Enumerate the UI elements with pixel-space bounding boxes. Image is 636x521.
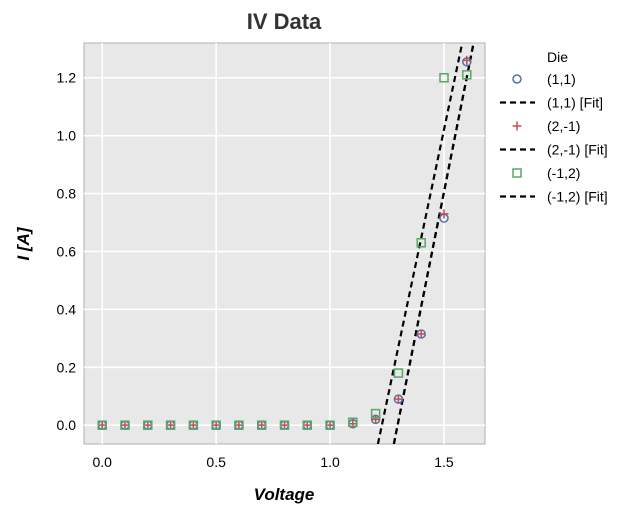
plot-area [83, 42, 486, 445]
data-point [279, 420, 290, 430]
data-point [416, 238, 426, 248]
data-point [143, 420, 153, 430]
data-point [439, 72, 449, 83]
legend-label: (2,-1) [Fit] [547, 142, 608, 158]
data-point [416, 329, 426, 339]
x-tick-label: 0.5 [206, 454, 226, 470]
legend-marker [512, 121, 522, 131]
data-point [97, 420, 107, 430]
data-point [211, 420, 221, 430]
data-point [325, 420, 335, 430]
data-point [143, 420, 153, 430]
legend-label: (1,1) [547, 71, 576, 87]
legend-title: Die [547, 49, 568, 65]
y-tick-label: 0.6 [57, 243, 77, 259]
legend-label: (2,-1) [547, 118, 580, 134]
x-tick-label: 0.0 [92, 454, 112, 470]
data-point [120, 420, 130, 430]
grid-lines [84, 43, 485, 444]
data-point [234, 420, 244, 430]
data-point [256, 420, 267, 430]
y-tick-label: 1.2 [57, 70, 77, 86]
data-point [188, 420, 198, 430]
data-markers [97, 55, 472, 430]
legend: Die (1,1) (1,1) [Fit] (2,-1) (2,-1) [Fit] (-… [500, 49, 608, 205]
data-point [120, 420, 130, 430]
y-tick-labels: 0.0 0.2 0.4 0.6 0.8 1.0 1.2 [57, 70, 77, 433]
x-tick-label: 1.5 [434, 454, 454, 470]
data-point [462, 70, 472, 80]
data-point [393, 368, 404, 378]
y-axis-label: I [A] [14, 226, 33, 260]
data-point [302, 420, 313, 430]
data-point [370, 408, 381, 419]
legend-label: (-1,2) [Fit] [547, 189, 608, 205]
legend-marker [512, 74, 522, 84]
data-point [211, 420, 221, 430]
fit-lines [376, 43, 475, 444]
y-tick-label: 0.8 [57, 186, 77, 202]
data-point [188, 420, 199, 430]
data-point [462, 55, 472, 65]
data-point [165, 420, 176, 430]
y-tick-label: 0.4 [57, 301, 77, 317]
fit-line [392, 43, 475, 444]
y-tick-label: 0.0 [57, 417, 77, 433]
data-point [280, 420, 289, 430]
data-point [393, 394, 403, 404]
legend-label: (-1,2) [547, 165, 580, 181]
chart-title: IV Data [247, 9, 322, 34]
data-point [166, 420, 176, 430]
data-point [234, 420, 244, 430]
legend-marker [512, 168, 522, 178]
legend-label: (1,1) [Fit] [547, 95, 603, 111]
data-point [302, 420, 312, 430]
fit-line [376, 43, 464, 444]
y-tick-label: 0.2 [57, 359, 77, 375]
data-point [325, 420, 335, 430]
data-point [439, 209, 449, 219]
y-tick-label: 1.0 [57, 128, 77, 144]
x-tick-label: 1.0 [320, 454, 340, 470]
x-tick-labels: 0.0 0.5 1.0 1.5 [92, 454, 453, 470]
data-point [371, 414, 381, 424]
data-point [257, 420, 267, 430]
x-axis-label: Voltage [254, 485, 315, 504]
data-point [97, 420, 107, 430]
data-point [348, 417, 358, 428]
